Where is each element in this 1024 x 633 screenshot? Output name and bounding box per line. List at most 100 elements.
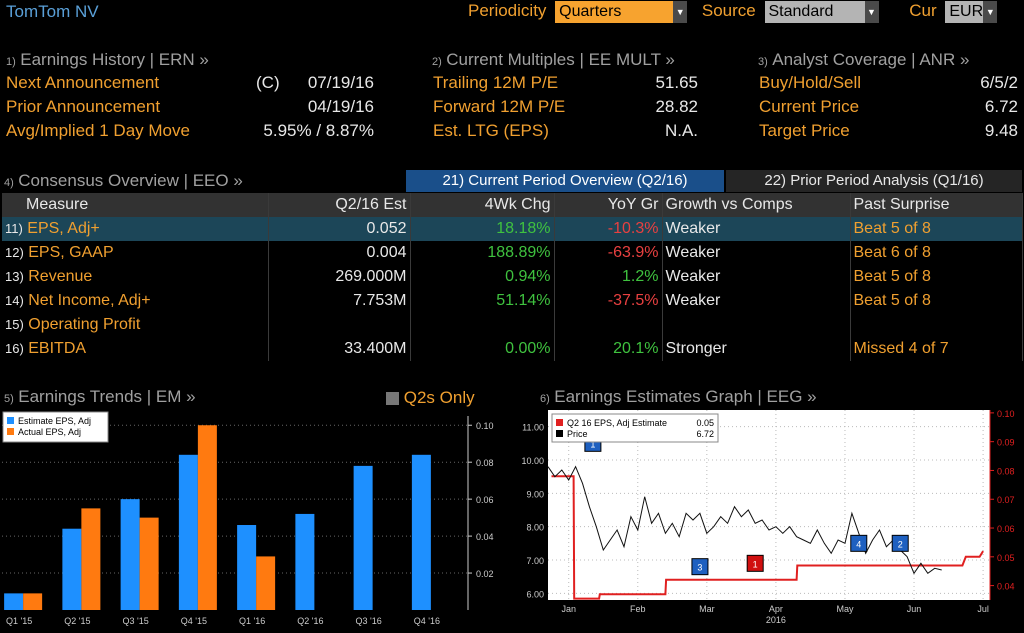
analyst-coverage-panel: Buy/Hold/Sell 6/5/2 Current Price 6.72 Tar… [759, 73, 1018, 145]
earnings-estimates-graph-header[interactable]: 6) Earnings Estimates Graph | EEG » [540, 387, 817, 406]
bar [411, 454, 431, 610]
legend-label: Price [567, 429, 588, 439]
mult-row: Trailing 12M P/E 51.65 [433, 73, 698, 92]
legend-swatch [556, 430, 563, 437]
table-row[interactable]: 14) Net Income, Adj+ 7.753M 51.14% -37.5… [2, 289, 1023, 313]
currency-dropdown-icon[interactable]: ▼ [983, 1, 998, 23]
x-tick-label: Q4 '15 [181, 616, 207, 626]
legend-label: Q2 16 EPS, Adj Estimate [567, 418, 667, 428]
bar [197, 425, 217, 610]
col-header-past-surprise[interactable]: Past Surprise [850, 193, 1023, 217]
table-header-row: Measure Q2/16 Est 4Wk Chg YoY Gr Growth … [2, 193, 1023, 217]
analyst-coverage-title: Analyst Coverage | ANR » [772, 50, 970, 69]
periodicity-select[interactable]: Quarters [555, 1, 674, 23]
y-tick-label: 0.02 [476, 569, 494, 579]
y-tick-label: 0.04 [476, 532, 494, 542]
bar [353, 465, 373, 610]
earnings-estimates-graph-title: Earnings Estimates Graph | EEG » [554, 387, 817, 406]
col-header-measure[interactable]: Measure [2, 193, 269, 217]
legend-value: 0.05 [696, 418, 714, 428]
current-multiples-panel: Trailing 12M P/E 51.65 Forward 12M P/E 28.… [433, 73, 698, 145]
x-tick-label: Q2 '16 [297, 616, 323, 626]
consensus-overview-header[interactable]: 4) Consensus Overview | EEO » [4, 171, 243, 190]
col-header-4wk-chg[interactable]: 4Wk Chg [410, 193, 555, 217]
anr-row: Current Price 6.72 [759, 97, 1018, 116]
series-line [551, 475, 984, 600]
company-name: TomTom NV [6, 2, 99, 21]
right-tick-label: 0.07 [997, 495, 1015, 505]
earnings-trends-header[interactable]: 5) Earnings Trends | EM » [4, 387, 196, 406]
bar [23, 593, 43, 610]
x-tick-label: Feb [630, 604, 646, 614]
bar [295, 513, 315, 610]
event-marker-label: 2 [898, 539, 903, 549]
ern-row: Next Announcement (C) 07/19/16 [6, 73, 374, 92]
event-marker-label: 1 [753, 559, 758, 569]
earnings-history-header[interactable]: 1) Earnings History | ERN » [6, 50, 209, 69]
event-marker [891, 534, 909, 552]
event-marker-label: 3 [697, 563, 702, 573]
left-tick-label: 6.00 [526, 589, 544, 599]
event-marker-label: 1 [590, 439, 595, 449]
source-dropdown-icon[interactable]: ▼ [864, 1, 879, 23]
event-marker [850, 534, 868, 552]
x-tick-label: Jun [907, 604, 922, 614]
col-header-yoy[interactable]: YoY Gr [554, 193, 663, 217]
analyst-coverage-header[interactable]: 3) Analyst Coverage | ANR » [758, 50, 970, 69]
left-tick-label: 7.00 [526, 556, 544, 566]
consensus-overview-title: Consensus Overview | EEO » [18, 171, 243, 190]
currency-label: Cur [909, 1, 937, 20]
y-tick-label: 0.10 [476, 421, 494, 431]
table-row[interactable]: 15) Operating Profit [2, 313, 1023, 337]
table-row[interactable]: 16) EBITDA 33.400M 0.00% 20.1% Stronger … [2, 337, 1023, 361]
periodicity-dropdown-icon[interactable]: ▼ [673, 1, 688, 23]
consensus-table: Measure Q2/16 Est 4Wk Chg YoY Gr Growth … [2, 193, 1023, 361]
tab-current-period[interactable]: 21) Current Period Overview (Q2/16) [406, 170, 724, 192]
right-tick-label: 0.10 [997, 409, 1015, 419]
table-row[interactable]: 11) EPS, Adj+ 0.052 18.18% -10.3% Weaker… [2, 217, 1023, 241]
ern-row: Prior Announcement 04/19/16 [6, 97, 374, 116]
legend-swatch [7, 417, 14, 424]
bar [62, 528, 82, 610]
current-multiples-header[interactable]: 2) Current Multiples | EE MULT » [432, 50, 675, 69]
source-select[interactable]: Standard [764, 1, 865, 23]
legend-label: Actual EPS, Adj [18, 427, 81, 437]
legend-swatch [556, 419, 563, 426]
right-tick-label: 0.05 [997, 553, 1015, 563]
legend-label: Estimate EPS, Adj [18, 416, 91, 426]
right-tick-label: 0.08 [997, 466, 1015, 476]
table-row[interactable]: 13) Revenue 269.000M 0.94% 1.2% Weaker B… [2, 265, 1023, 289]
mult-row: Est. LTG (EPS) N.A. [433, 121, 698, 140]
x-tick-label: Q2 '15 [64, 616, 90, 626]
legend-value: 6.72 [696, 429, 714, 439]
earnings-trends-title: Earnings Trends | EM » [18, 387, 196, 406]
legend-box [2, 411, 109, 443]
checkbox-icon[interactable] [386, 392, 399, 406]
currency-select[interactable]: EUR [945, 1, 984, 23]
source-label: Source [701, 1, 756, 20]
x-tick-label: Apr [769, 604, 783, 614]
left-tick-label: 9.00 [526, 489, 544, 499]
x-tick-label: Jan [561, 604, 576, 614]
table-row[interactable]: 12) EPS, GAAP 0.004 188.89% -63.9% Weake… [2, 241, 1023, 265]
x-tick-label: Q1 '15 [6, 616, 32, 626]
event-marker-label: 4 [856, 539, 861, 549]
legend-swatch [7, 428, 14, 435]
earnings-history-title: Earnings History | ERN » [20, 50, 209, 69]
bar [81, 508, 101, 610]
x-tick-label: Mar [699, 604, 715, 614]
x-tick-label: Q4 '16 [414, 616, 440, 626]
x-tick-label: Q3 '15 [123, 616, 149, 626]
earnings-history-panel: Next Announcement (C) 07/19/16 Prior Ann… [6, 73, 374, 145]
left-tick-label: 11.00 [522, 423, 544, 433]
periodicity-label: Periodicity [468, 1, 547, 20]
x-axis-label: 2016 [766, 615, 786, 625]
q2s-only-toggle[interactable]: Q2s Only [386, 388, 475, 408]
y-tick-label: 0.06 [476, 495, 494, 505]
event-marker [746, 554, 764, 572]
col-header-est[interactable]: Q2/16 Est [268, 193, 411, 217]
right-tick-label: 0.06 [997, 524, 1015, 534]
col-header-growth-vs-comps[interactable]: Growth vs Comps [662, 193, 851, 217]
tab-prior-period[interactable]: 22) Prior Period Analysis (Q1/16) [726, 170, 1022, 192]
bar [237, 525, 257, 610]
